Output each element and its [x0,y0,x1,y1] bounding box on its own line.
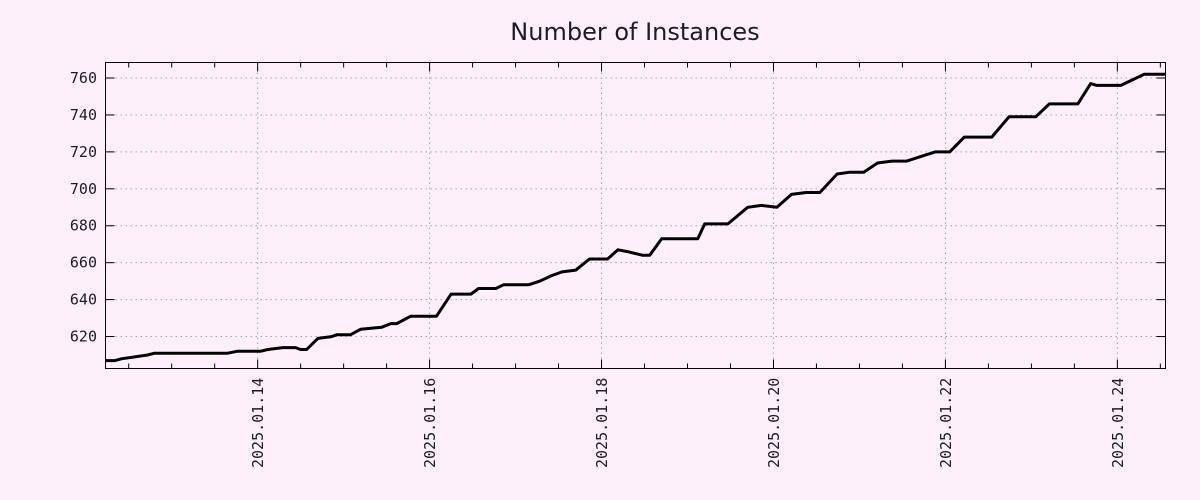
y-tick-label-680: 680 [70,217,97,235]
x-tick-label-2025.01.16: 2025.01.16 [421,378,439,468]
y-tick-label-660: 660 [70,254,97,272]
grid-layer [105,62,1166,369]
y-tick-label-740: 740 [70,106,97,124]
y-tick-label-620: 620 [70,328,97,346]
y-tick-label-700: 700 [70,180,97,198]
x-tick-label-2025.01.18: 2025.01.18 [593,378,611,468]
x-tick-label-2025.01.24: 2025.01.24 [1109,378,1127,468]
y-tick-label-720: 720 [70,143,97,161]
x-tick-label-2025.01.14: 2025.01.14 [249,378,267,468]
series-layer [105,72,1166,363]
axis-label-layer: 620 640 660 680 700 720 740 760 2025.01.14 2025.0… [70,69,1127,468]
plot-border [105,62,1166,369]
tick-layer [105,62,1166,369]
y-tick-label-640: 640 [70,291,97,309]
data-line-instances [105,72,1166,363]
x-tick-label-2025.01.20: 2025.01.20 [765,378,783,468]
x-tick-label-2025.01.22: 2025.01.22 [937,378,955,468]
chart-title: Number of Instances [510,18,759,46]
y-tick-label-760: 760 [70,69,97,87]
